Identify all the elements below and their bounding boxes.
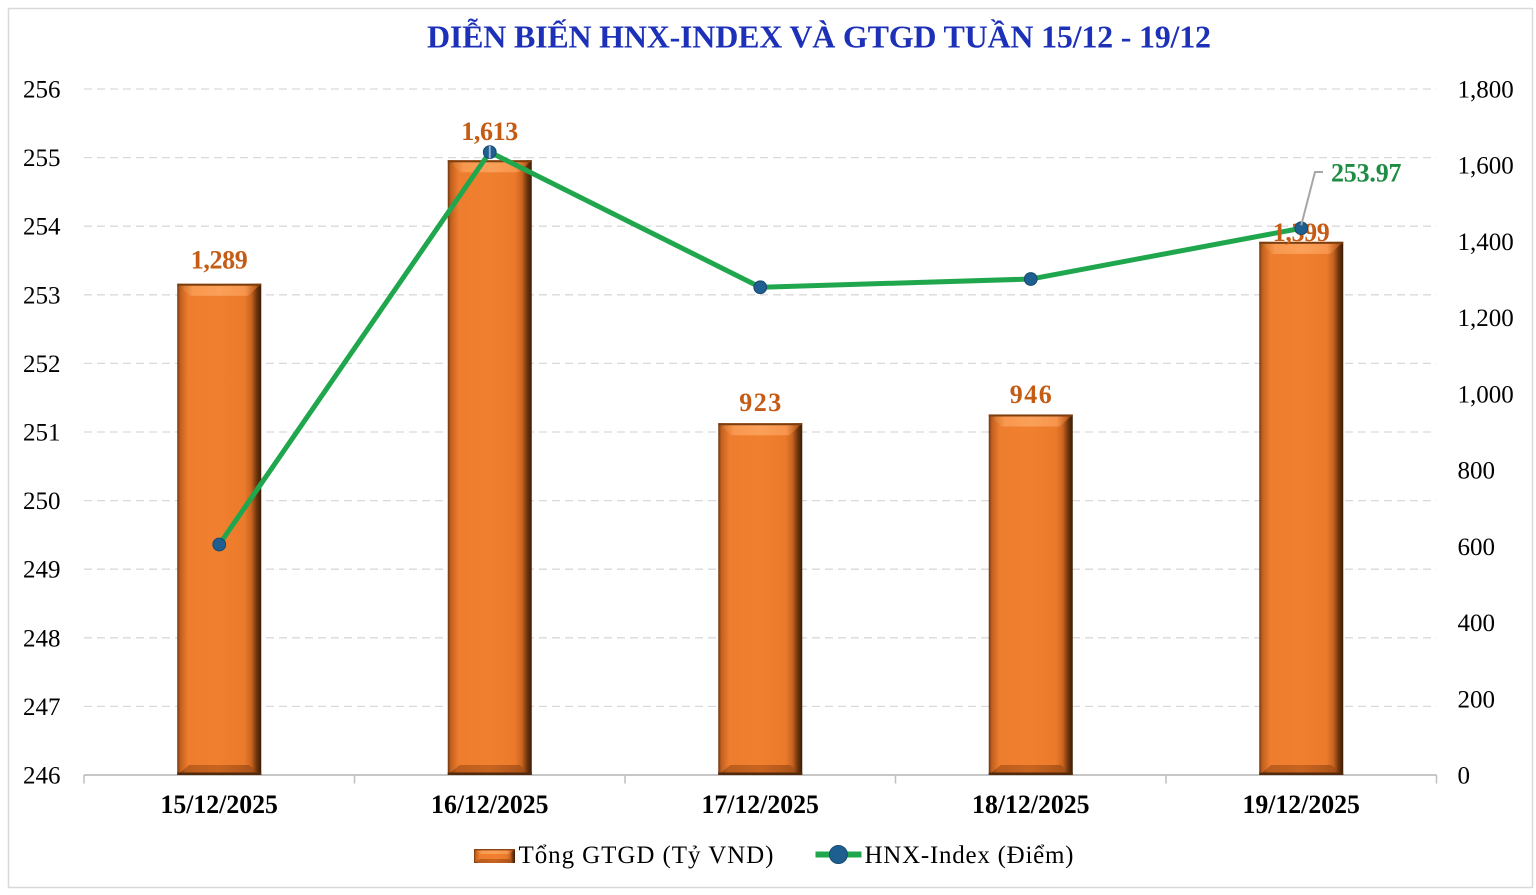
svg-text:1,600: 1,600 [1458,153,1514,180]
svg-text:HNX-Index (Điểm): HNX-Index (Điểm) [865,842,1074,869]
svg-text:256: 256 [23,77,61,104]
svg-text:600: 600 [1458,534,1496,561]
svg-text:253: 253 [23,282,61,309]
svg-text:1,800: 1,800 [1458,77,1514,104]
svg-text:1,400: 1,400 [1458,229,1514,256]
svg-text:249: 249 [23,557,61,584]
svg-text:19/12/2025: 19/12/2025 [1242,789,1360,819]
svg-text:253.97: 253.97 [1331,159,1402,188]
svg-text:18/12/2025: 18/12/2025 [972,789,1090,819]
svg-text:248: 248 [23,625,61,652]
svg-text:1,000: 1,000 [1458,381,1514,408]
svg-text:400: 400 [1458,610,1496,637]
svg-text:800: 800 [1458,458,1496,485]
svg-text:254: 254 [23,214,61,241]
svg-text:252: 252 [23,351,61,378]
svg-text:17/12/2025: 17/12/2025 [701,789,819,819]
svg-text:247: 247 [23,694,61,721]
svg-text:Tổng GTGD (Tỷ VND): Tổng GTGD (Tỷ VND) [519,842,774,869]
svg-text:16/12/2025: 16/12/2025 [431,789,549,819]
svg-text:0: 0 [1458,763,1471,790]
svg-text:250: 250 [23,488,61,515]
svg-text:946: 946 [1010,380,1052,409]
svg-text:246: 246 [23,763,61,790]
svg-text:DIỄN BIẾN HNX-INDEX VÀ GTGD TU: DIỄN BIẾN HNX-INDEX VÀ GTGD TUẦN 15/12 -… [427,19,1211,55]
svg-text:255: 255 [23,145,61,172]
svg-text:1,613: 1,613 [461,117,518,146]
svg-text:15/12/2025: 15/12/2025 [160,789,278,819]
svg-text:923: 923 [739,388,781,417]
svg-text:1,200: 1,200 [1458,305,1514,332]
svg-text:1,289: 1,289 [191,246,248,275]
svg-text:251: 251 [23,420,61,447]
svg-text:200: 200 [1458,686,1496,713]
